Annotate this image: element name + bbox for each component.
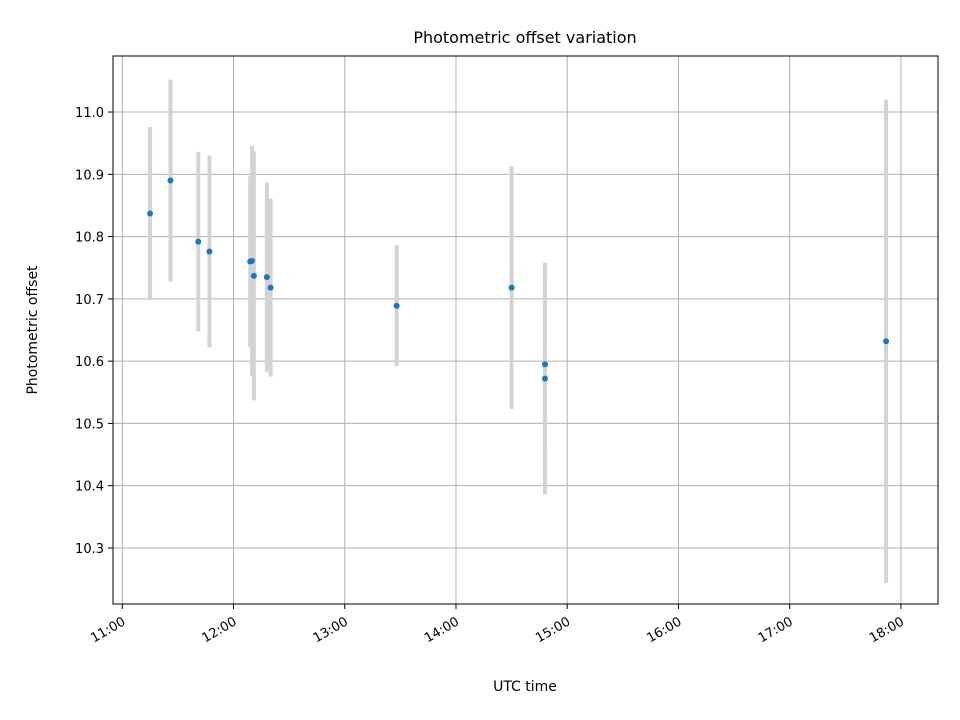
- data-point: [393, 302, 400, 309]
- y-tick-label: 10.9: [75, 168, 104, 183]
- y-tick-label: 10.5: [75, 417, 104, 432]
- chart-title: Photometric offset variation: [413, 28, 636, 47]
- data-point: [883, 338, 890, 345]
- y-axis-label: Photometric offset: [25, 265, 41, 395]
- data-point: [147, 210, 154, 217]
- data-point: [250, 272, 257, 279]
- data-point: [195, 238, 202, 245]
- data-points: [147, 177, 890, 382]
- y-tick-label: 10.6: [75, 355, 104, 370]
- y-tick-label: 10.7: [75, 293, 104, 308]
- x-axis-label: UTC time: [493, 679, 557, 695]
- data-point: [508, 284, 515, 291]
- data-point: [541, 375, 548, 382]
- y-tick-label: 10.8: [75, 231, 104, 246]
- data-point: [167, 177, 174, 184]
- y-tick-label: 10.4: [75, 480, 104, 495]
- data-point: [263, 274, 270, 281]
- data-point: [541, 361, 548, 368]
- data-point: [267, 284, 274, 291]
- data-point: [206, 248, 213, 255]
- y-tick-label: 10.3: [75, 542, 104, 557]
- data-point: [249, 257, 256, 264]
- y-tick-label: 11.0: [75, 106, 104, 121]
- plot-frame: [112, 55, 939, 605]
